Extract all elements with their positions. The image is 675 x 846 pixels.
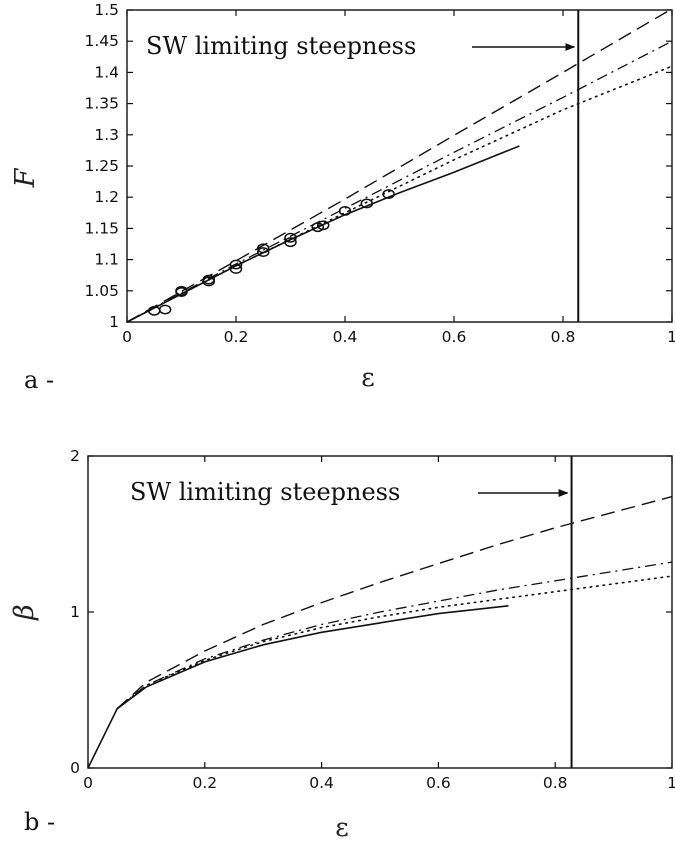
- panel-a-series-layer: [126, 8, 673, 323]
- panel-b-series-dotted-line: [116, 575, 673, 710]
- panel-b-xtick-label: 0.6: [426, 774, 451, 792]
- panel-b-series-dashdot-line: [116, 561, 673, 710]
- panel-b-series-layer: [87, 495, 673, 769]
- panel-a-data-point: [382, 189, 395, 200]
- panel-a-data-point: [229, 259, 243, 270]
- panel-a-ytick-label: 1.4: [94, 63, 119, 81]
- panel-a-ytick-label: 1.3: [94, 126, 119, 144]
- panel-a-chart: 0 0.2 0.4 0.6 0.8 1 1 1.05 1.1 1.15 1.2 1.25 1.3 1.35…: [10, 1, 675, 394]
- panel-b-ytick-label: 0: [70, 759, 80, 777]
- panel-b-label: b -: [24, 808, 55, 836]
- panel-b-ticks: 0 0.2 0.4 0.6 0.8 1 0 1 2: [70, 447, 675, 792]
- panel-b-ytick-label: 1: [70, 603, 80, 621]
- panel-a-xtick-label: 0.4: [333, 328, 358, 346]
- panel-a-ytick-label: 1.15: [84, 219, 119, 237]
- panel-a-data-point: [158, 304, 172, 315]
- panel-b-xtick-label: 0.2: [192, 774, 217, 792]
- panel-a-data-point: [338, 205, 352, 216]
- panel-a-data-point: [202, 274, 215, 285]
- panel-a-data-point: [175, 285, 188, 296]
- panel-a-xlabel: ε: [361, 363, 374, 393]
- panel-a-ticks: 0 0.2 0.4 0.6 0.8 1 1 1.05 1.1 1.15 1.2 1.25 1.3 1.35…: [84, 1, 675, 346]
- panel-a-data-point: [316, 220, 330, 231]
- panel-a-ytick-label: 1.1: [94, 251, 119, 269]
- panel-a-data-point: [257, 243, 270, 254]
- panel-a-ytick-label: 1.35: [84, 95, 119, 113]
- panel-a-xtick-label: 0: [122, 328, 132, 346]
- panel-a-data-point: [257, 247, 270, 258]
- panel-a-ytick-label: 1.05: [84, 282, 119, 300]
- panel-b-xtick-label: 0.8: [543, 774, 568, 792]
- panel-b-annotation: SW limiting steepness: [130, 478, 400, 506]
- panel-a-xtick-label: 0.6: [442, 328, 467, 346]
- panel-b-xtick-label: 1: [667, 774, 675, 792]
- panel-a-xtick-label: 1: [667, 328, 675, 346]
- panel-a-series-dashdot-line: [126, 40, 673, 323]
- panel-a-xtick-label: 0.2: [224, 328, 249, 346]
- panel-a-ytick-label: 1.2: [94, 188, 119, 206]
- panel-a-data-point: [360, 198, 374, 209]
- panel-a-label: a -: [24, 366, 54, 394]
- panel-b-xtick-label: 0: [83, 774, 93, 792]
- panel-b-ylabel: β: [9, 604, 40, 621]
- panel-a-data-point: [229, 264, 243, 274]
- panel-a-data-point: [284, 237, 297, 248]
- panel-a-ylabel: F: [10, 167, 41, 188]
- panel-a-annotation: SW limiting steepness: [146, 32, 416, 60]
- panel-a-ytick-label: 1: [109, 313, 119, 331]
- panel-a-ytick-label: 1.45: [84, 32, 119, 50]
- panel-a-xtick-label: 0.8: [551, 328, 576, 346]
- panel-b-series-dashed-line: [116, 495, 673, 710]
- panel-b-series-solid-line: [87, 605, 509, 769]
- panel-b-ytick-label: 2: [70, 447, 80, 465]
- panel-b-xtick-label: 0.4: [309, 774, 334, 792]
- panel-a-ytick-label: 1.5: [94, 1, 119, 19]
- panel-a-ytick-label: 1.25: [84, 157, 119, 175]
- panel-a-data-point: [284, 232, 297, 243]
- panel-b-xlabel: ε: [335, 813, 348, 843]
